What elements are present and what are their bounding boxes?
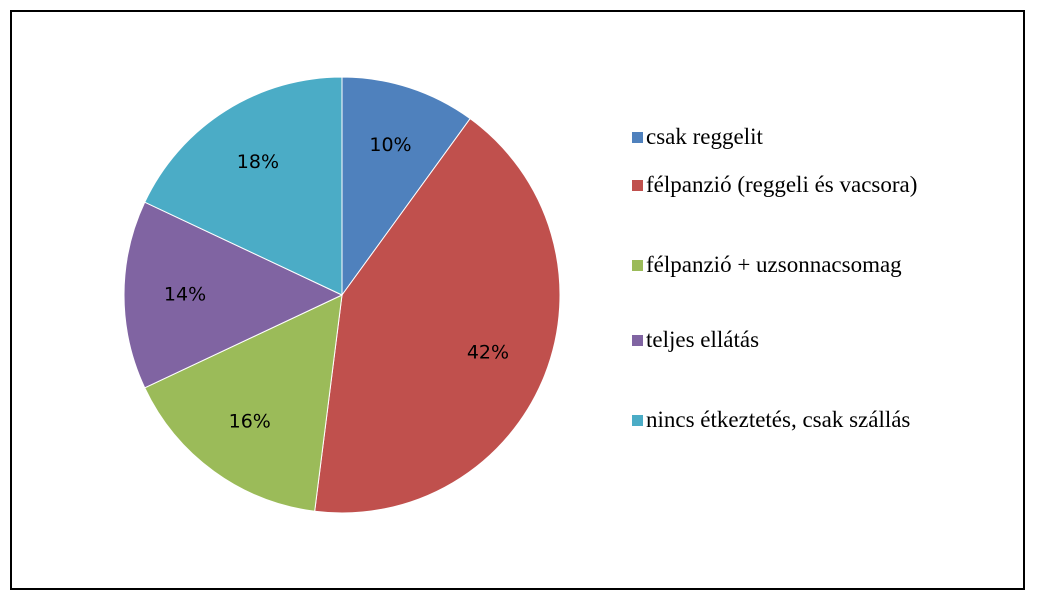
legend-label: teljes ellátás [646,327,760,352]
pie-slice [314,117,561,514]
chart: 10% 42% 16% 14% 18% [123,76,561,514]
data-label: 18% [237,151,279,173]
data-label: 14% [164,284,206,306]
legend-item: félpanzió (reggeli és vacsora) [632,170,991,200]
data-label: 10% [369,134,411,156]
legend-label: nincs étkeztetés, csak szállás [646,407,911,432]
pie-slice [341,76,471,297]
legend-swatch [632,132,643,143]
legend-label: csak reggelit [646,124,763,149]
pie-slice [123,201,344,389]
page: 10% 42% 16% 14% 18% csak reggelit félpanzió (… [10,10,1025,590]
data-label: 42% [467,341,509,363]
legend-item: félpanzió + uzsonnacsomag [632,250,991,280]
legend-label: félpanzió + uzsonnacsomag [646,252,902,277]
legend-label: félpanzió (reggeli és vacsora) [646,172,918,197]
legend-swatch [632,260,643,271]
data-label: 16% [229,410,271,432]
legend-swatch [632,335,643,346]
legend-item: nincs étkeztetés, csak szállás [632,405,991,435]
legend-item: teljes ellátás [632,325,991,355]
pie-slice [144,294,343,512]
legend-swatch [632,415,643,426]
legend-swatch [632,180,643,191]
legend-item: csak reggelit [632,122,991,152]
pie-slice [144,76,343,296]
